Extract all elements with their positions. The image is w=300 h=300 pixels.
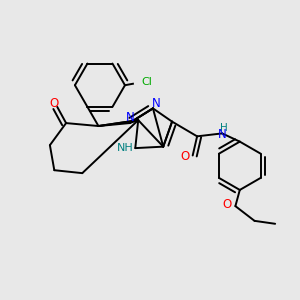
Text: O: O xyxy=(50,98,59,110)
Text: N: N xyxy=(126,111,135,124)
Text: Cl: Cl xyxy=(141,77,152,87)
Text: N: N xyxy=(152,97,160,110)
Text: H: H xyxy=(220,122,227,133)
Text: O: O xyxy=(223,198,232,211)
Text: O: O xyxy=(181,151,190,164)
Text: NH: NH xyxy=(117,143,133,153)
Text: N: N xyxy=(218,128,226,141)
